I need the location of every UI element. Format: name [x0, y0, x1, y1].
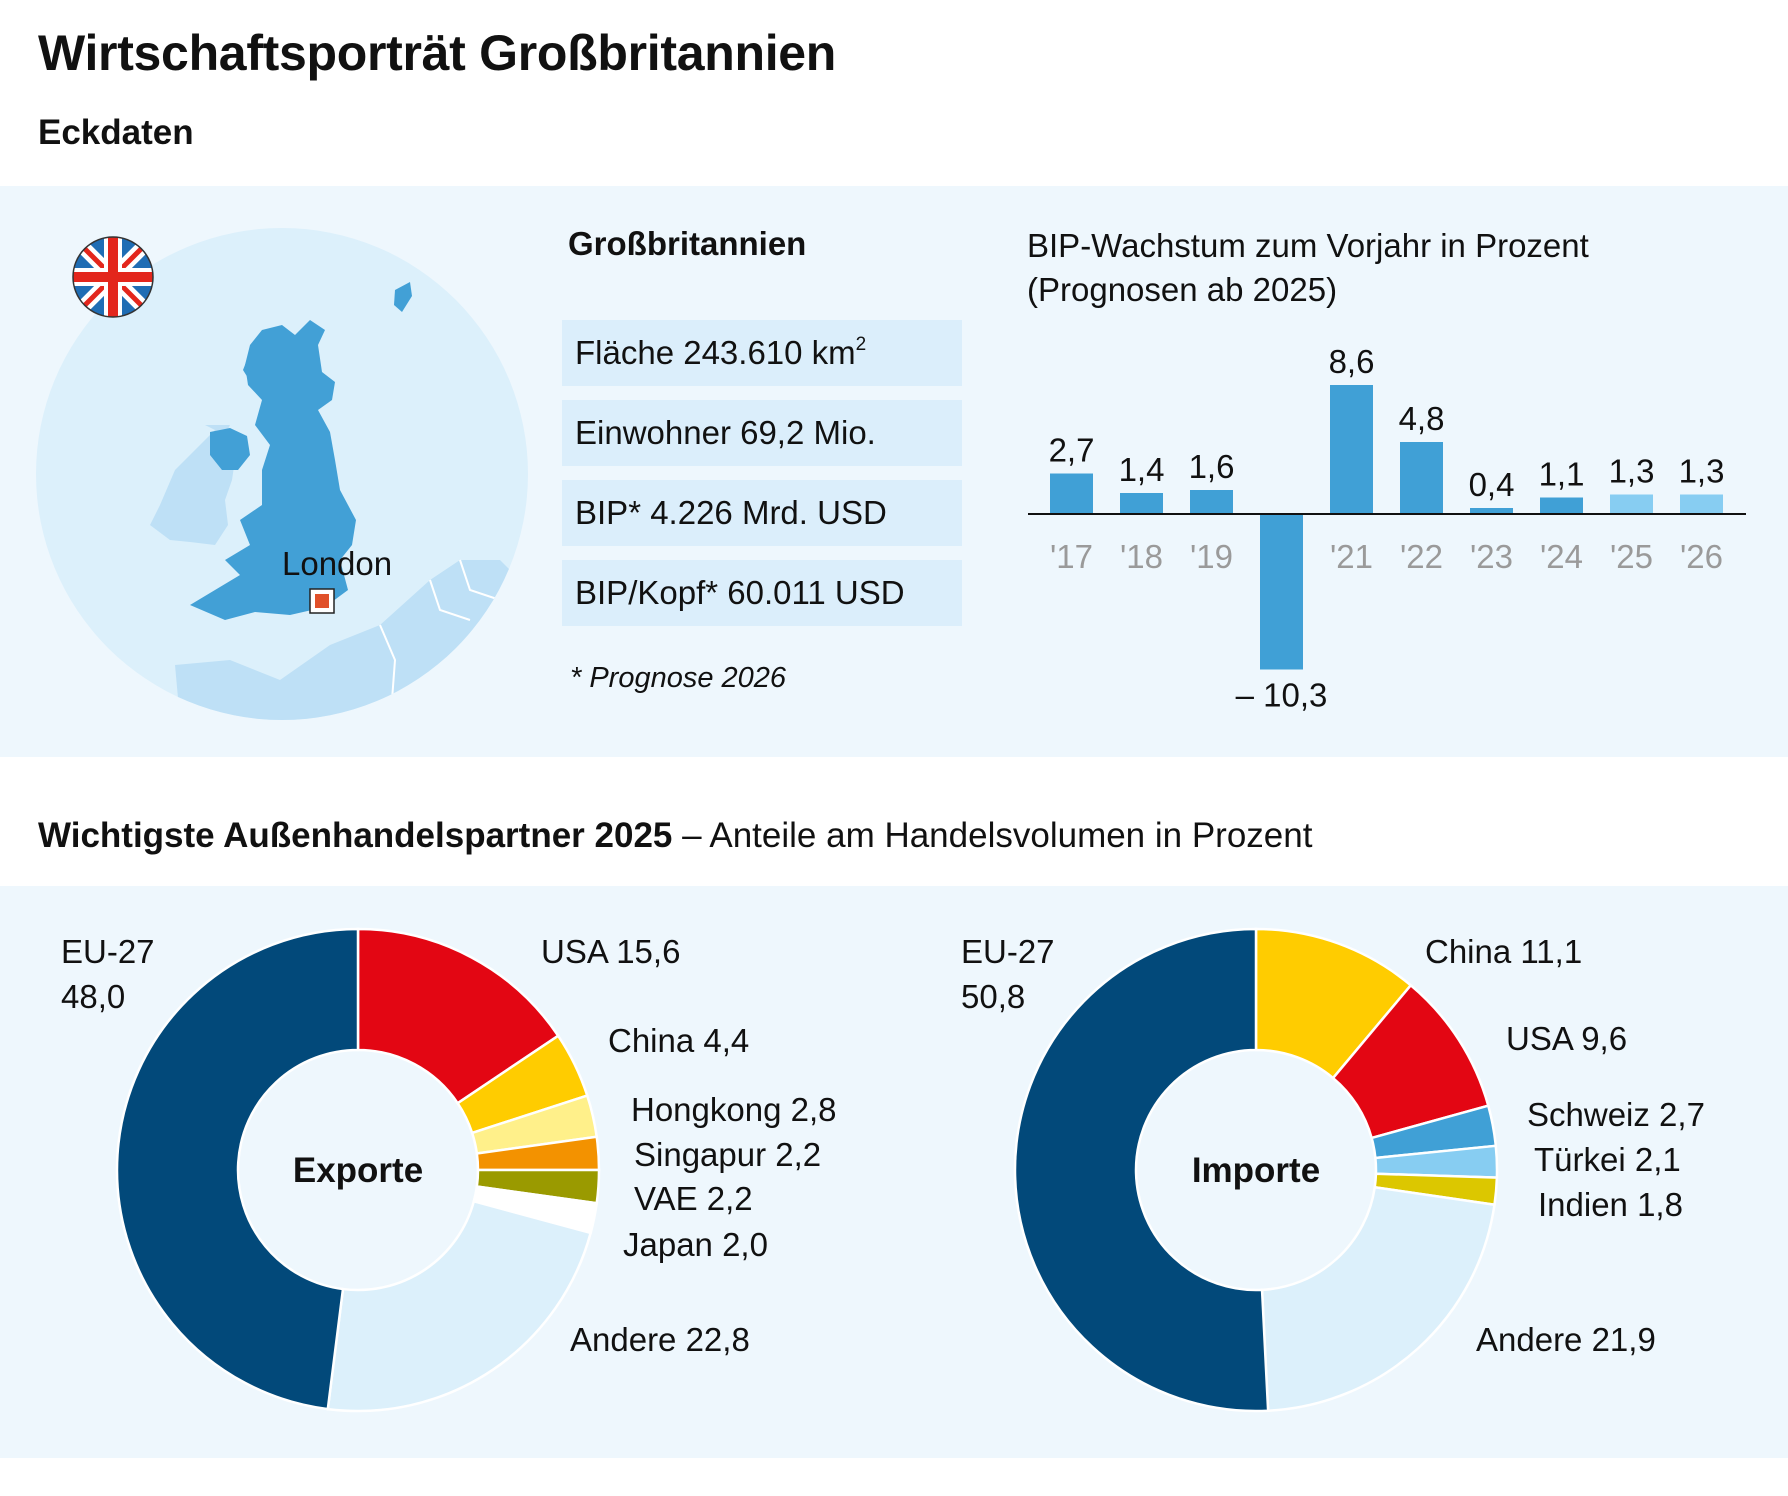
gdp-chart-title-line2: (Prognosen ab 2025): [1027, 271, 1338, 308]
fact-area: Fläche 243.610 km2: [562, 320, 962, 386]
page-title: Wirtschaftsporträt Großbritannien: [38, 25, 837, 81]
fact-gdp-per-capita: BIP/Kopf* 60.011 USD: [562, 560, 962, 626]
gdp-chart-title-line1: BIP-Wachstum zum Vorjahr in Prozent: [1027, 227, 1589, 264]
trade-panel: [0, 886, 1788, 1458]
fact-area-text: Fläche 243.610 km: [575, 334, 856, 371]
section-title-trade: Wichtigste Außenhandelspartner 2025 – An…: [38, 816, 1312, 856]
fact-gdp: BIP* 4.226 Mrd. USD: [562, 480, 962, 546]
gdp-chart-title: BIP-Wachstum zum Vorjahr in Prozent (Pro…: [1027, 224, 1589, 312]
country-title: Großbritannien: [568, 225, 807, 262]
footnote: * Prognose 2026: [570, 662, 787, 694]
section-title-trade-rest: – Anteile am Handelsvolumen in Prozent: [672, 816, 1313, 855]
section-title-trade-bold: Wichtigste Außenhandelspartner 2025: [38, 816, 673, 855]
fact-population: Einwohner 69,2 Mio.: [562, 400, 962, 466]
fact-area-unit-exponent: 2: [855, 334, 867, 355]
section-title-keydata: Eckdaten: [38, 113, 194, 152]
